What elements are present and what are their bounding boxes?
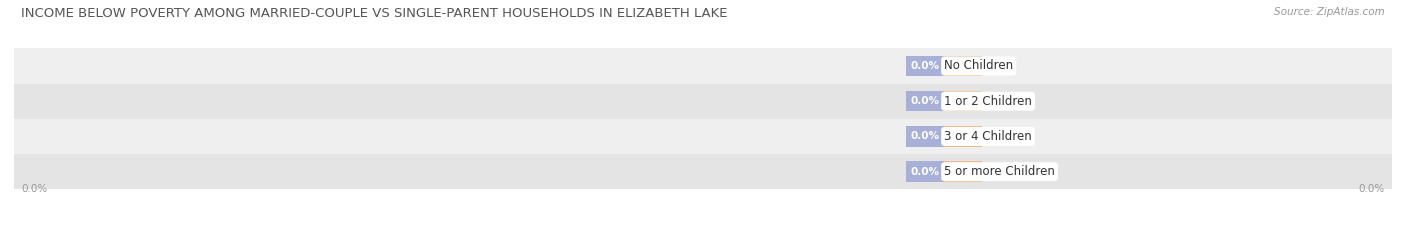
Bar — [945, 126, 981, 147]
Bar — [945, 91, 981, 111]
Text: 0.0%: 0.0% — [949, 131, 977, 141]
Text: No Children: No Children — [945, 59, 1014, 72]
Text: 0.0%: 0.0% — [949, 167, 977, 177]
Text: 0.0%: 0.0% — [949, 61, 977, 71]
Bar — [907, 161, 945, 182]
Bar — [14, 119, 1392, 154]
Text: 5 or more Children: 5 or more Children — [945, 165, 1054, 178]
Bar — [14, 154, 1392, 189]
Text: 0.0%: 0.0% — [911, 167, 939, 177]
Bar — [907, 91, 945, 111]
Text: 0.0%: 0.0% — [911, 96, 939, 106]
Text: 3 or 4 Children: 3 or 4 Children — [945, 130, 1032, 143]
Text: 0.0%: 0.0% — [911, 131, 939, 141]
Bar — [14, 48, 1392, 84]
Text: 0.0%: 0.0% — [949, 96, 977, 106]
Bar — [945, 56, 981, 76]
Bar — [907, 126, 945, 147]
Bar — [907, 56, 945, 76]
Text: 1 or 2 Children: 1 or 2 Children — [945, 95, 1032, 108]
Text: Source: ZipAtlas.com: Source: ZipAtlas.com — [1274, 7, 1385, 17]
Text: INCOME BELOW POVERTY AMONG MARRIED-COUPLE VS SINGLE-PARENT HOUSEHOLDS IN ELIZABE: INCOME BELOW POVERTY AMONG MARRIED-COUPL… — [21, 7, 727, 20]
Text: 0.0%: 0.0% — [1358, 184, 1385, 194]
Text: 0.0%: 0.0% — [911, 61, 939, 71]
Bar — [945, 161, 981, 182]
Bar — [14, 84, 1392, 119]
Text: 0.0%: 0.0% — [21, 184, 48, 194]
